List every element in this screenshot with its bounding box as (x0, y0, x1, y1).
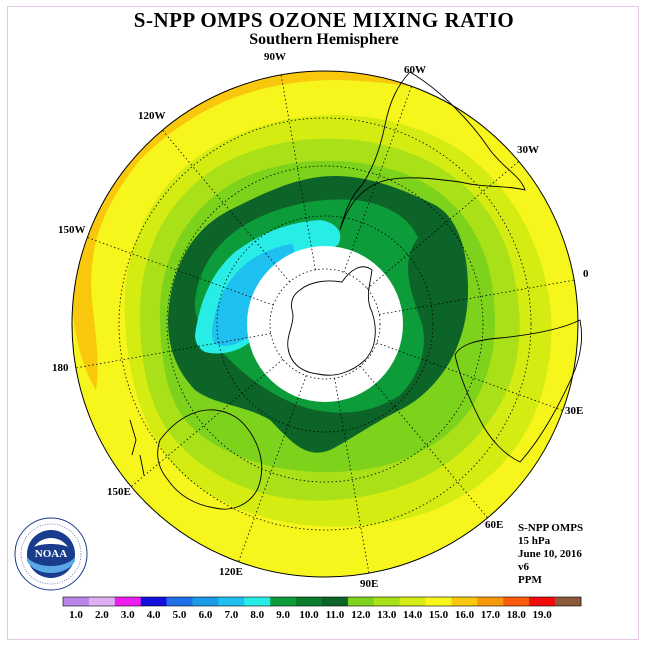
meridian-line (379, 279, 575, 315)
latitude-circle (216, 215, 434, 433)
colorbar-label: 11.0 (326, 609, 345, 621)
south-america-outline (339, 71, 526, 231)
colorbar-label: 14.0 (403, 609, 423, 621)
map-title: S-NPP OMPS OZONE MIXING RATIO (133, 8, 515, 32)
lon-label-30e: 30E (565, 405, 583, 417)
colorbar-label: 16.0 (455, 609, 475, 621)
lon-label-60w: 60W (404, 64, 426, 76)
colorbar-swatch (555, 597, 582, 606)
colorbar-swatch (322, 597, 349, 606)
colorbar-swatch (63, 597, 90, 606)
graticule (75, 74, 575, 574)
colorbar-swatch (244, 597, 271, 606)
lon-label-180: 180 (52, 362, 69, 374)
info-version: v6 (518, 561, 529, 573)
colorbar-label: 10.0 (299, 609, 319, 621)
colorbar-label: 18.0 (507, 609, 527, 621)
meridian-line (366, 161, 520, 289)
meridian-line (75, 333, 271, 369)
lon-label-60e: 60E (485, 519, 503, 531)
colorbar-swatch (373, 597, 400, 606)
colorbar-swatch (503, 597, 530, 606)
colorbar-swatch (529, 597, 556, 606)
info-level: 15 hPa (518, 535, 551, 547)
latitude-circle (166, 165, 484, 483)
colorbar-label: 3.0 (121, 609, 135, 621)
colorbar-swatch (192, 597, 219, 606)
colorbar-label: 1.0 (69, 609, 83, 621)
colorbar-swatch (477, 597, 504, 606)
lon-label-30w: 30W (517, 144, 539, 156)
colorbar-swatch (88, 597, 116, 606)
info-instrument: S-NPP OMPS (518, 522, 584, 534)
colorbar: 1.0 2.0 3.0 4.0 5.0 6.0 7.0 8.0 9.0 10.0 11.0 12.0 1… (62, 596, 582, 621)
new-zealand-outline (129, 419, 145, 476)
antarctica-outline (287, 266, 376, 376)
lon-label-90w: 90W (264, 51, 286, 63)
colorbar-swatch (218, 597, 245, 606)
colorbar-label: 19.0 (533, 609, 553, 621)
lon-label-90e: 90E (360, 578, 378, 590)
meridians (75, 74, 575, 574)
lon-label-150e: 150E (107, 486, 131, 498)
meridian-line (162, 129, 290, 283)
colorbar-swatch (140, 597, 167, 606)
colorbar-swatch (347, 597, 375, 606)
info-date: June 10, 2016 (518, 548, 582, 560)
meridian-line (87, 237, 274, 306)
colorbar-swatch (399, 597, 426, 606)
colorbar-label: 12.0 (351, 609, 371, 621)
meridian-line (343, 86, 412, 273)
colorbar-label: 2.0 (95, 609, 109, 621)
colorbar-swatch (114, 597, 141, 606)
lon-label-120e: 120E (219, 566, 243, 578)
africa-outline (454, 319, 583, 463)
australia-outline (157, 409, 263, 510)
colorbar-border (62, 596, 582, 607)
latitude-circle (269, 268, 381, 380)
map-frame (7, 6, 639, 640)
noaa-logo: NOAA (14, 517, 88, 591)
colorbar-label: 15.0 (429, 609, 449, 621)
colorbar-label: 5.0 (173, 609, 187, 621)
colorbar-swatch (166, 597, 193, 606)
map-subtitle: Southern Hemisphere (249, 31, 399, 48)
coastlines (129, 71, 583, 510)
lon-label-0: 0 (583, 268, 589, 280)
info-units: PPM (518, 574, 542, 586)
colorbar-label: 9.0 (276, 609, 290, 621)
meridian-line (238, 375, 307, 562)
meridian-line (280, 74, 316, 270)
longitude-labels: 90W 60W 30W 0 30E 60E 90E 120E 150E 180 … (52, 51, 589, 590)
meridian-line (376, 342, 563, 411)
colorbar-label: 6.0 (199, 609, 213, 621)
colorbar-label: 4.0 (147, 609, 161, 621)
lon-label-150w: 150W (58, 224, 86, 236)
map-border (71, 70, 579, 578)
colorbar-label: 17.0 (481, 609, 501, 621)
latitude-circle (118, 117, 532, 531)
meridian-line (360, 365, 488, 519)
colorbar-swatch (451, 597, 478, 606)
colorbar-label: 13.0 (377, 609, 397, 621)
meridian-line (130, 359, 284, 487)
lon-label-120w: 120W (138, 110, 166, 122)
colorbar-swatch (270, 597, 297, 606)
colorbar-swatch (425, 597, 452, 606)
colorbar-label: 8.0 (250, 609, 264, 621)
colorbar-label: 7.0 (224, 609, 238, 621)
meridian-line (334, 378, 370, 574)
colorbar-swatch (296, 597, 323, 606)
logo-text: NOAA (35, 548, 67, 560)
